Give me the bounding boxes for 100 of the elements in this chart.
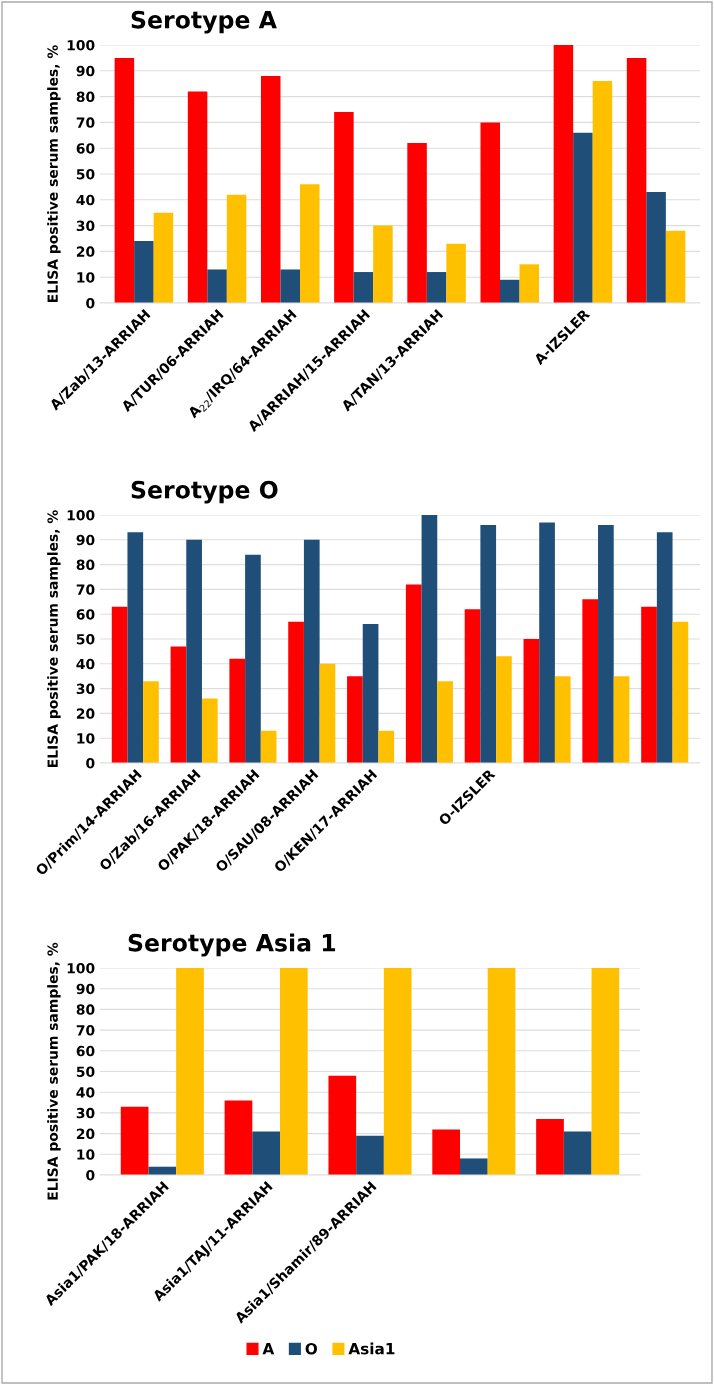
bar bbox=[665, 230, 686, 303]
y-tick-label: 20 bbox=[76, 708, 95, 719]
y-tick-label: 60 bbox=[76, 143, 95, 154]
bar bbox=[523, 639, 540, 763]
bar bbox=[127, 532, 144, 763]
bar bbox=[201, 698, 218, 763]
bar bbox=[656, 532, 673, 763]
y-tick-label: 40 bbox=[76, 194, 95, 206]
bar bbox=[446, 243, 466, 303]
bar bbox=[405, 584, 422, 763]
bar bbox=[111, 606, 128, 763]
y-tick-label: 80 bbox=[76, 1004, 95, 1015]
bar bbox=[328, 1075, 357, 1175]
bar bbox=[460, 1158, 488, 1175]
bar bbox=[641, 606, 657, 763]
y-tick-label: 20 bbox=[76, 1128, 95, 1140]
y-tick-label: 60 bbox=[76, 609, 95, 620]
bar bbox=[563, 1131, 592, 1175]
bar bbox=[114, 57, 135, 303]
bar bbox=[353, 272, 374, 303]
y-tick-label: 30 bbox=[76, 220, 95, 232]
y-tick-label: 90 bbox=[76, 65, 95, 77]
y-tick-label: 70 bbox=[76, 584, 95, 595]
bar bbox=[626, 57, 647, 303]
bar bbox=[437, 681, 453, 763]
y-tick-label: 50 bbox=[76, 168, 95, 180]
y-tick-label: 60 bbox=[76, 1045, 95, 1057]
y-tick-label: 0 bbox=[86, 757, 95, 769]
chart-title: Serotype A bbox=[131, 10, 277, 34]
bar bbox=[347, 676, 363, 763]
bar bbox=[300, 184, 320, 303]
bar bbox=[334, 112, 354, 303]
bar bbox=[260, 730, 277, 763]
bar bbox=[383, 968, 412, 1175]
bar bbox=[496, 656, 512, 763]
y-tick-label: 80 bbox=[76, 91, 95, 103]
bar bbox=[226, 194, 247, 303]
bar bbox=[592, 81, 613, 303]
bar bbox=[378, 730, 395, 763]
bar bbox=[646, 192, 666, 303]
bar bbox=[613, 676, 630, 763]
legend-label: O bbox=[305, 1342, 318, 1355]
legend-label: A bbox=[262, 1343, 275, 1355]
bar bbox=[252, 1131, 280, 1175]
y-tick-label: 50 bbox=[76, 1066, 95, 1077]
bar bbox=[426, 272, 447, 303]
bar bbox=[672, 621, 689, 763]
y-tick-label: 50 bbox=[76, 633, 95, 645]
bar bbox=[480, 122, 500, 303]
bar bbox=[280, 968, 308, 1175]
y-tick-label: 10 bbox=[77, 1149, 95, 1160]
bar bbox=[500, 279, 520, 303]
bar bbox=[487, 968, 516, 1175]
bar bbox=[170, 646, 187, 763]
bar bbox=[519, 264, 540, 303]
bar bbox=[224, 1100, 253, 1175]
bar bbox=[143, 681, 159, 763]
bar bbox=[207, 269, 227, 303]
bar bbox=[153, 212, 174, 303]
bar bbox=[186, 539, 202, 763]
bar bbox=[432, 1129, 460, 1175]
y-tick-label: 70 bbox=[76, 117, 95, 128]
y-tick-label: 70 bbox=[76, 1025, 95, 1036]
bar bbox=[573, 132, 593, 303]
y-axis-title: ELISA positive serum samples, % bbox=[47, 510, 61, 768]
bar bbox=[176, 968, 204, 1175]
y-tick-label: 100 bbox=[67, 509, 95, 521]
bar bbox=[373, 225, 393, 303]
y-tick-label: 10 bbox=[77, 733, 95, 744]
bar bbox=[134, 241, 154, 303]
legend-label: Asia1 bbox=[348, 1342, 395, 1355]
bar bbox=[598, 524, 614, 763]
bar bbox=[280, 269, 300, 303]
y-tick-label: 30 bbox=[76, 1107, 95, 1119]
bar bbox=[260, 75, 281, 303]
y-tick-label: 0 bbox=[86, 1169, 95, 1181]
y-axis-title: ELISA positive serum samples, % bbox=[47, 45, 61, 303]
bar bbox=[187, 91, 208, 303]
bar bbox=[303, 539, 320, 763]
bar bbox=[536, 1119, 564, 1175]
bar bbox=[553, 45, 574, 303]
bar bbox=[356, 1135, 384, 1175]
bar bbox=[421, 515, 438, 763]
bar bbox=[582, 599, 599, 763]
chart-title: Serotype Asia 1 bbox=[128, 933, 336, 957]
y-tick-label: 90 bbox=[76, 983, 95, 995]
bar bbox=[362, 624, 379, 763]
y-tick-label: 100 bbox=[67, 962, 95, 974]
bar bbox=[229, 658, 246, 763]
bar bbox=[591, 968, 620, 1175]
y-tick-label: 20 bbox=[76, 246, 95, 257]
y-tick-label: 0 bbox=[86, 297, 95, 309]
y-tick-label: 80 bbox=[76, 559, 95, 571]
bar bbox=[539, 522, 555, 763]
y-tick-label: 100 bbox=[67, 39, 95, 51]
bar bbox=[288, 621, 304, 763]
bar bbox=[480, 524, 497, 763]
bar bbox=[245, 554, 261, 763]
y-tick-label: 40 bbox=[76, 1087, 95, 1098]
bar bbox=[407, 143, 427, 303]
